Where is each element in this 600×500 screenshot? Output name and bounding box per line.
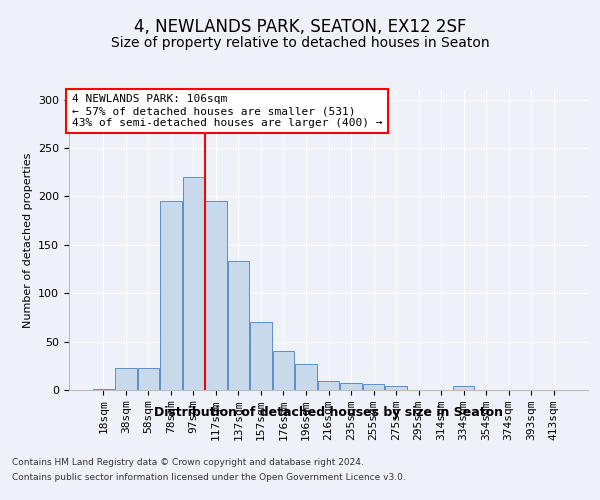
Bar xyxy=(318,382,339,390)
Text: Size of property relative to detached houses in Seaton: Size of property relative to detached ho… xyxy=(110,36,490,50)
Bar xyxy=(363,384,384,390)
Bar xyxy=(137,368,159,390)
Bar xyxy=(182,177,204,390)
Text: Distribution of detached houses by size in Seaton: Distribution of detached houses by size … xyxy=(154,406,503,419)
Text: 4 NEWLANDS PARK: 106sqm
← 57% of detached houses are smaller (531)
43% of semi-d: 4 NEWLANDS PARK: 106sqm ← 57% of detache… xyxy=(71,94,382,128)
Y-axis label: Number of detached properties: Number of detached properties xyxy=(23,152,32,328)
Bar xyxy=(340,383,362,390)
Bar xyxy=(453,386,475,390)
Bar xyxy=(385,386,407,390)
Bar xyxy=(295,364,317,390)
Bar xyxy=(92,389,114,390)
Bar xyxy=(273,352,294,390)
Bar xyxy=(205,202,227,390)
Bar xyxy=(115,368,137,390)
Text: Contains HM Land Registry data © Crown copyright and database right 2024.: Contains HM Land Registry data © Crown c… xyxy=(12,458,364,467)
Text: Contains public sector information licensed under the Open Government Licence v3: Contains public sector information licen… xyxy=(12,473,406,482)
Bar xyxy=(228,262,249,390)
Text: 4, NEWLANDS PARK, SEATON, EX12 2SF: 4, NEWLANDS PARK, SEATON, EX12 2SF xyxy=(134,18,466,36)
Bar xyxy=(160,202,182,390)
Bar xyxy=(250,322,272,390)
